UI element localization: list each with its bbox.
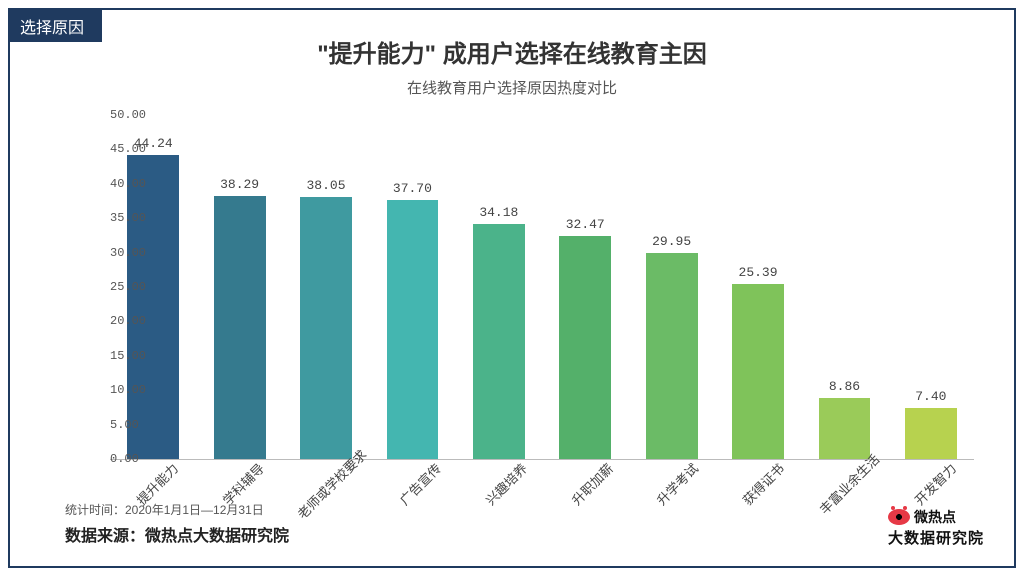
- x-axis-labels: 提升能力学科辅导老师或学校要求广告宣传兴趣培养升职加薪升学考试获得证书丰富业余生…: [110, 460, 974, 479]
- bar-slot: 32.47: [542, 115, 628, 459]
- bar: [300, 197, 352, 459]
- y-tick-label: 15.00: [110, 349, 116, 363]
- y-tick-label: 30.00: [110, 246, 116, 260]
- bar: [732, 284, 784, 459]
- category-tag: 选择原因: [10, 10, 102, 42]
- brand-logo: 微热点 大数据研究院: [888, 507, 984, 548]
- bar-slot: 34.18: [456, 115, 542, 459]
- bar-slot: 25.39: [715, 115, 801, 459]
- logo-text-line1: 微热点: [914, 507, 956, 527]
- bar-value-label: 38.05: [307, 178, 346, 193]
- bar-value-label: 25.39: [739, 265, 778, 280]
- bar: [559, 236, 611, 459]
- logo-eye-icon: [888, 509, 910, 525]
- bar-slot: 37.70: [369, 115, 455, 459]
- stat-time-text: 统计时间：2020年1月1日—12月31日: [65, 501, 289, 518]
- bar-slot: 38.05: [283, 115, 369, 459]
- bar-value-label: 8.86: [829, 379, 860, 394]
- bar: [473, 224, 525, 459]
- bar: [214, 196, 266, 459]
- logo-text-line2: 大数据研究院: [888, 527, 984, 548]
- chart-area: 44.2438.2938.0537.7034.1832.4729.9525.39…: [65, 115, 974, 460]
- bar-slot: 29.95: [628, 115, 714, 459]
- bar-value-label: 34.18: [479, 205, 518, 220]
- footer: 统计时间：2020年1月1日—12月31日 数据来源：微热点大数据研究院: [65, 501, 289, 546]
- y-tick-label: 40.00: [110, 177, 116, 191]
- bar-value-label: 38.29: [220, 177, 259, 192]
- y-tick-label: 20.00: [110, 314, 116, 328]
- bar-slot: 7.40: [888, 115, 974, 459]
- bars-container: 44.2438.2938.0537.7034.1832.4729.9525.39…: [110, 115, 974, 459]
- bar: [905, 408, 957, 459]
- plot-region: 44.2438.2938.0537.7034.1832.4729.9525.39…: [110, 115, 974, 460]
- y-tick-label: 10.00: [110, 383, 116, 397]
- y-tick-label: 35.00: [110, 211, 116, 225]
- chart-title: "提升能力" 成用户选择在线教育主因: [10, 34, 1014, 69]
- bar-slot: 8.86: [801, 115, 887, 459]
- data-source-text: 数据来源：微热点大数据研究院: [65, 522, 289, 546]
- bar-value-label: 7.40: [915, 389, 946, 404]
- bar: [819, 398, 871, 459]
- bar-value-label: 37.70: [393, 181, 432, 196]
- bar: [646, 253, 698, 459]
- y-tick-label: 45.00: [110, 142, 116, 156]
- slide-frame: 选择原因 "提升能力" 成用户选择在线教育主因 在线教育用户选择原因热度对比 4…: [8, 8, 1016, 568]
- bar: [127, 155, 179, 459]
- bar-slot: 38.29: [196, 115, 282, 459]
- bar-value-label: 29.95: [652, 234, 691, 249]
- y-tick-label: 25.00: [110, 280, 116, 294]
- y-tick-label: 5.00: [110, 418, 116, 432]
- bar-value-label: 32.47: [566, 217, 605, 232]
- y-tick-label: 50.00: [110, 108, 116, 122]
- bar: [387, 200, 439, 459]
- chart-subtitle: 在线教育用户选择原因热度对比: [10, 77, 1014, 98]
